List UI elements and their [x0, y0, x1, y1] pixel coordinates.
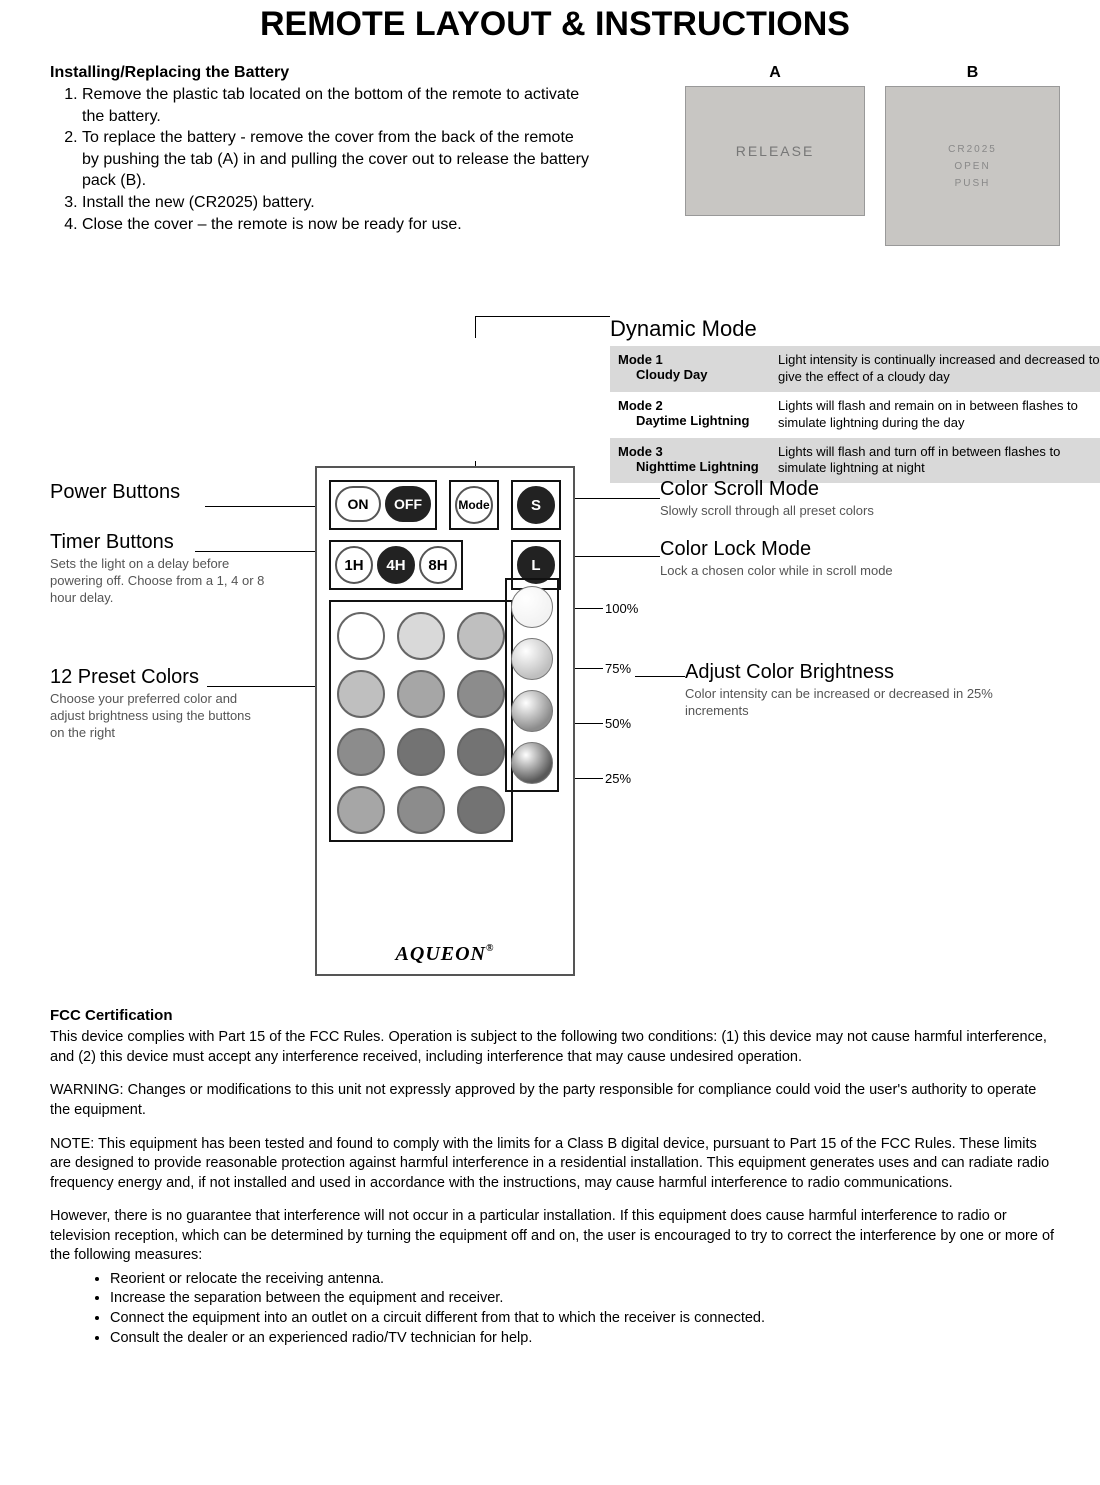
mode-button[interactable]: Mode: [455, 486, 493, 524]
leader-line: [207, 686, 325, 687]
image-b-text: CR2025: [948, 144, 997, 155]
fcc-paragraph: This device complies with Part 15 of the…: [50, 1028, 1060, 1067]
preset-color-button[interactable]: [337, 612, 385, 660]
image-b-text: PUSH: [955, 178, 991, 189]
brightness-button[interactable]: [511, 638, 553, 680]
preset-color-button[interactable]: [397, 786, 445, 834]
leader-line: [475, 316, 476, 338]
preset-color-grid: [337, 612, 505, 834]
mode-number: Mode 3: [618, 444, 762, 459]
image-b-label: B: [885, 64, 1060, 82]
callout-sub: Slowly scroll through all preset colors: [660, 503, 980, 520]
fcc-bullets: Reorient or relocate the receiving anten…: [50, 1270, 1060, 1348]
image-b-text: OPEN: [954, 161, 990, 172]
fcc-bullet: Consult the dealer or an experienced rad…: [110, 1329, 1060, 1349]
pct-label: 75%: [605, 661, 631, 676]
battery-heading: Installing/Replacing the Battery: [50, 64, 590, 82]
brightness-callout: Adjust Color Brightness Color intensity …: [685, 661, 1015, 720]
mode-number: Mode 1: [618, 352, 762, 367]
color-scroll-callout: Color Scroll Mode Slowly scroll through …: [660, 478, 980, 520]
timer-8h-button[interactable]: 8H: [419, 546, 457, 584]
preset-color-button[interactable]: [457, 786, 505, 834]
preset-color-button[interactable]: [397, 612, 445, 660]
table-row: Mode 2Daytime Lightning Lights will flas…: [610, 392, 1100, 438]
power-buttons-callout: Power Buttons: [50, 481, 250, 506]
mode-name: Nighttime Lightning: [636, 459, 759, 474]
brand-logo: AQUEON®: [317, 943, 573, 966]
fcc-bullet: Connect the equipment into an outlet on …: [110, 1309, 1060, 1329]
battery-step: Install the new (CR2025) battery.: [82, 192, 590, 214]
leader-line: [205, 506, 325, 507]
leader-line: [475, 316, 610, 317]
preset-color-button[interactable]: [337, 786, 385, 834]
dynamic-mode-heading: Dynamic Mode: [610, 316, 1100, 342]
battery-section: Installing/Replacing the Battery Remove …: [50, 64, 1060, 246]
leader-line: [195, 551, 325, 552]
preset-color-button[interactable]: [397, 728, 445, 776]
remote-body: ON OFF Mode S 1H 4H 8H L AQUEO: [315, 466, 575, 976]
pct-label: 100%: [605, 601, 638, 616]
timer-1h-button[interactable]: 1H: [335, 546, 373, 584]
image-a: RELEASE: [685, 86, 865, 216]
mode-desc: Lights will flash and turn off in betwee…: [770, 438, 1100, 484]
callout-sub: Color intensity can be increased or decr…: [685, 686, 1015, 720]
fcc-section: FCC Certification This device complies w…: [50, 1006, 1060, 1348]
battery-steps: Remove the plastic tab located on the bo…: [50, 84, 590, 235]
callout-sub: Choose your preferred color and adjust b…: [50, 691, 265, 742]
fcc-bullet: Reorient or relocate the receiving anten…: [110, 1270, 1060, 1290]
table-row: Mode 3Nighttime Lightning Lights will fl…: [610, 438, 1100, 484]
mode-name: Cloudy Day: [636, 367, 708, 382]
battery-step: Remove the plastic tab located on the bo…: [82, 84, 590, 127]
callout-heading: Power Buttons: [50, 481, 250, 504]
timer-buttons-callout: Timer Buttons Sets the light on a delay …: [50, 531, 265, 607]
callout-heading: Color Scroll Mode: [660, 478, 980, 501]
mode-desc: Lights will flash and remain on in betwe…: [770, 392, 1100, 438]
pct-label: 50%: [605, 716, 631, 731]
preset-colors-callout: 12 Preset Colors Choose your preferred c…: [50, 666, 265, 742]
mode-number: Mode 2: [618, 398, 762, 413]
fcc-paragraph: WARNING: Changes or modifications to thi…: [50, 1081, 1060, 1120]
brightness-column: [505, 578, 559, 792]
page-title: REMOTE LAYOUT & INSTRUCTIONS: [50, 5, 1060, 44]
on-button[interactable]: ON: [335, 486, 381, 522]
s-button[interactable]: S: [517, 486, 555, 524]
preset-color-button[interactable]: [397, 670, 445, 718]
callout-sub: Sets the light on a delay before powerin…: [50, 556, 265, 607]
battery-step: To replace the battery - remove the cove…: [82, 127, 590, 192]
leader-line: [560, 498, 660, 499]
timer-4h-button[interactable]: 4H: [377, 546, 415, 584]
pct-label: 25%: [605, 771, 631, 786]
leader-line: [635, 676, 685, 677]
preset-color-button[interactable]: [457, 670, 505, 718]
brightness-button[interactable]: [511, 742, 553, 784]
mode-name: Daytime Lightning: [636, 413, 749, 428]
color-lock-callout: Color Lock Mode Lock a chosen color whil…: [660, 538, 980, 580]
fcc-paragraph: NOTE: This equipment has been tested and…: [50, 1135, 1060, 1194]
remote-diagram: Dynamic Mode Mode 1Cloudy Day Light inte…: [50, 316, 1060, 976]
preset-color-button[interactable]: [337, 670, 385, 718]
brightness-button[interactable]: [511, 586, 553, 628]
fcc-paragraph: However, there is no guarantee that inte…: [50, 1207, 1060, 1266]
off-button[interactable]: OFF: [385, 486, 431, 522]
preset-color-button[interactable]: [457, 612, 505, 660]
fcc-heading: FCC Certification: [50, 1006, 1060, 1026]
callout-sub: Lock a chosen color while in scroll mode: [660, 563, 980, 580]
fcc-bullet: Increase the separation between the equi…: [110, 1289, 1060, 1309]
brightness-button[interactable]: [511, 690, 553, 732]
dynamic-mode-table: Dynamic Mode Mode 1Cloudy Day Light inte…: [610, 316, 1100, 483]
leader-line: [560, 556, 660, 557]
image-a-label: A: [685, 64, 865, 82]
callout-heading: Color Lock Mode: [660, 538, 980, 561]
preset-color-button[interactable]: [457, 728, 505, 776]
mode-desc: Light intensity is continually increased…: [770, 346, 1100, 392]
table-row: Mode 1Cloudy Day Light intensity is cont…: [610, 346, 1100, 392]
preset-color-button[interactable]: [337, 728, 385, 776]
image-b: CR2025 OPEN PUSH: [885, 86, 1060, 246]
battery-step: Close the cover – the remote is now be r…: [82, 214, 590, 236]
callout-heading: Adjust Color Brightness: [685, 661, 1015, 684]
